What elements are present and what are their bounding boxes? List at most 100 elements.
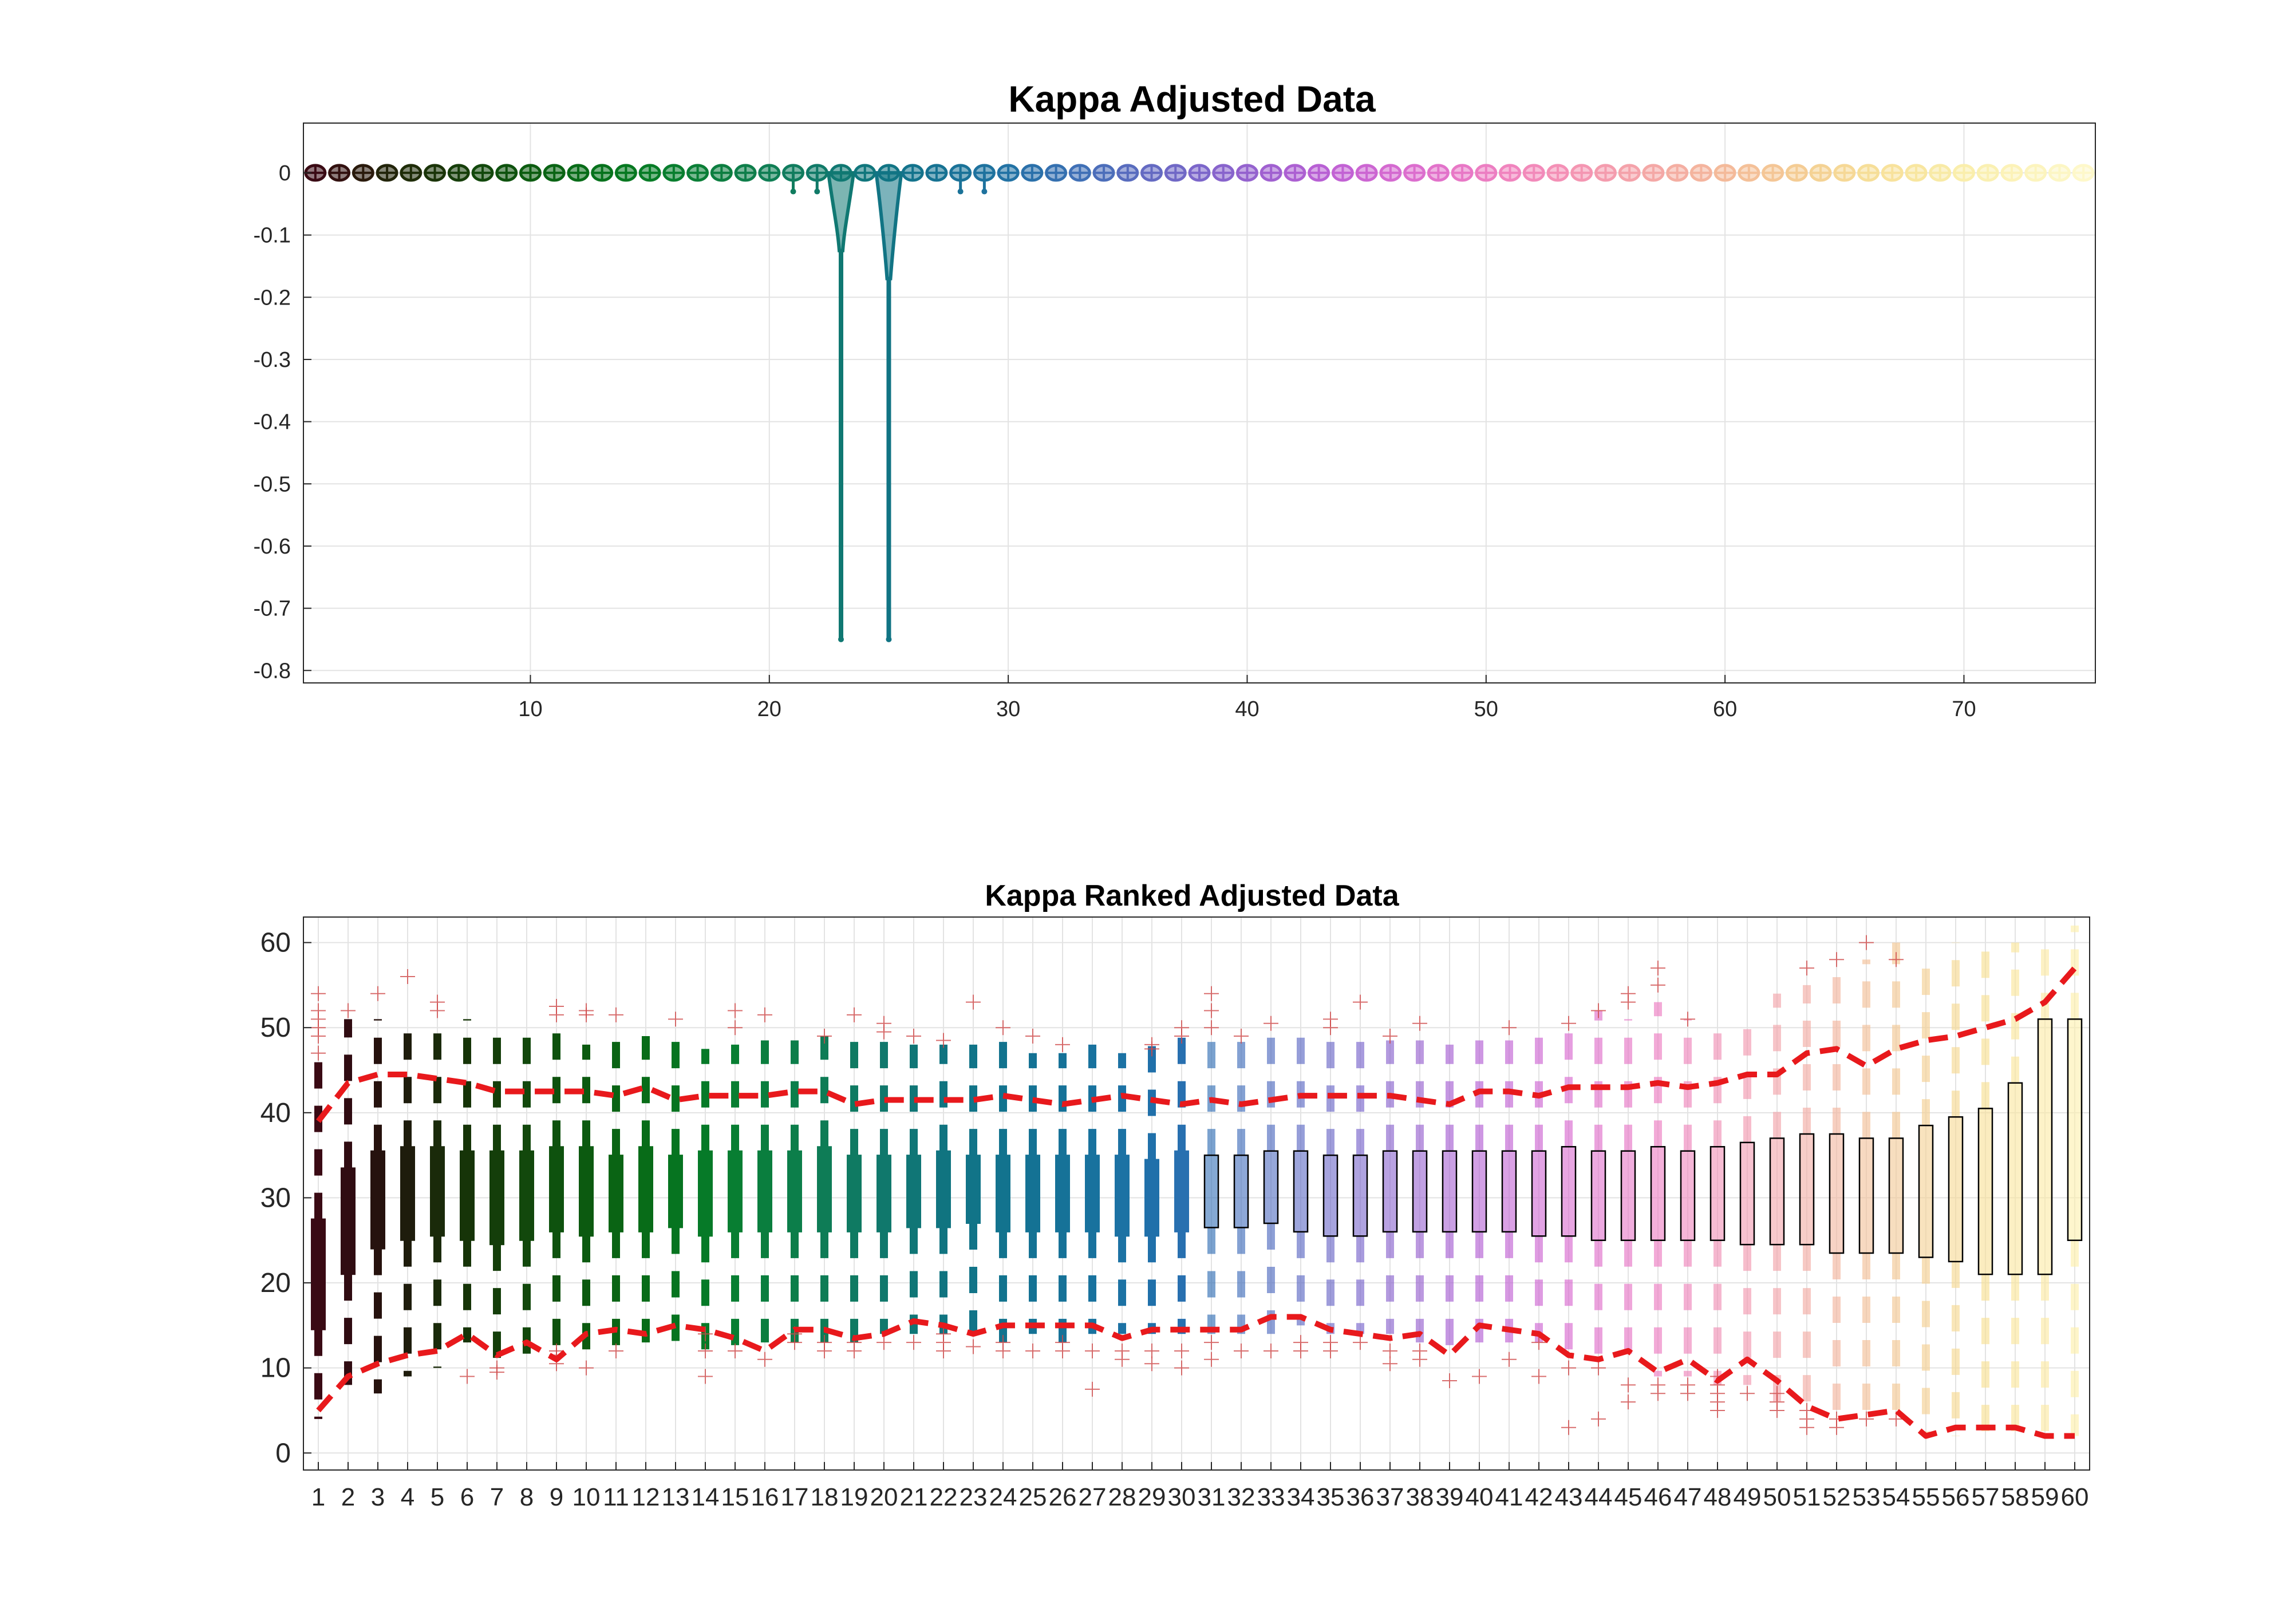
boxplot-outlier	[460, 1369, 475, 1384]
boxplot-x-tick-label: 13	[662, 1483, 690, 1511]
boxplot-outlier	[1651, 1377, 1665, 1393]
violin-series	[447, 164, 470, 182]
boxplot-outlier	[1383, 1356, 1397, 1372]
boxplot-category	[1174, 1020, 1189, 1376]
boxplot-box	[1918, 1124, 1934, 1258]
violin-series	[1976, 164, 1999, 182]
boxplot-outlier	[1144, 1343, 1159, 1358]
boxplot-box	[1709, 1146, 1726, 1241]
boxplot-category	[400, 969, 415, 1377]
violin-plot-ticks: 10 20 30 40 50 60 70 0 -0.1 -0.2 -0.3 -0.4 -0.5 -0.6 -…	[254, 161, 1976, 721]
boxplot-x-tick-label: 34	[1287, 1483, 1315, 1511]
boxplot-outlier	[1502, 1020, 1517, 1036]
boxplot-x-tick-label: 14	[692, 1483, 720, 1511]
boxplot-x-tick-label: 56	[1942, 1483, 1970, 1511]
boxplot-outlier	[1799, 961, 1814, 976]
violin-series	[1594, 164, 1617, 182]
violin-series	[710, 164, 733, 182]
boxplot-outlier	[996, 1020, 1010, 1036]
violin-series	[304, 164, 327, 182]
boxplot-box	[996, 1155, 1010, 1232]
boxplot-x-tick-label: 21	[900, 1483, 928, 1511]
boxplot-category	[549, 999, 564, 1372]
violin-series	[400, 164, 423, 182]
boxplot-outlier	[1412, 1016, 1427, 1031]
violin-series	[424, 164, 447, 182]
boxplot-box	[1799, 1133, 1815, 1246]
violin-series	[1738, 164, 1760, 182]
violin-series	[495, 164, 518, 182]
boxplot-x-tick-label: 29	[1138, 1483, 1166, 1511]
boxplot-outlier	[1561, 1420, 1576, 1435]
violin-series	[1952, 164, 1975, 182]
boxplot-category	[936, 1033, 951, 1358]
violin-series	[1618, 164, 1641, 182]
boxplot-outlier	[1591, 1411, 1606, 1427]
boxplot-y-tick-label: 60	[260, 928, 291, 958]
violin-series	[638, 164, 661, 182]
boxplot-axes: Kappa Ranked Adjusted Data 1 2 3 4 5 6 7 8 9 10 11…	[260, 879, 2090, 1511]
violin-x-tick-label: 70	[1952, 697, 1976, 721]
boxplot-box	[2067, 1018, 2083, 1241]
boxplot-category	[996, 1020, 1010, 1358]
boxplot-outlier	[1740, 1386, 1755, 1401]
boxplot-box	[1382, 1150, 1398, 1233]
boxplot-outlier	[1144, 1037, 1159, 1052]
violin-x-tick-label: 30	[996, 697, 1020, 721]
boxplot-box	[1948, 1116, 1964, 1263]
violin-series	[2048, 164, 2071, 182]
violin-series	[874, 164, 903, 642]
violin-y-tick-label: -0.4	[254, 410, 291, 434]
boxplot-x-tick-label: 42	[1525, 1483, 1553, 1511]
boxplot-outlier	[1442, 1373, 1457, 1388]
boxplot-outlier	[1621, 986, 1636, 1001]
boxplot-category	[2037, 942, 2053, 1436]
violin-series	[1809, 164, 1832, 182]
boxplot-category	[1769, 993, 1785, 1418]
boxplot-x-tick-label: 16	[751, 1483, 779, 1511]
violin-min-point	[814, 188, 820, 195]
violin-y-tick-label: -0.2	[254, 286, 291, 310]
boxplot-outlier	[1770, 1386, 1784, 1401]
boxplot-box	[1680, 1150, 1696, 1241]
boxplot-x-tick-label: 24	[989, 1483, 1017, 1511]
boxplot-box	[1769, 1137, 1785, 1246]
boxplot-x-tick-label: 32	[1227, 1483, 1255, 1511]
boxplot-category	[489, 1028, 504, 1380]
violin-series	[734, 164, 757, 182]
boxplot-outlier	[1531, 1335, 1546, 1350]
boxplot-outlier	[847, 1007, 862, 1022]
violin-series	[854, 164, 876, 182]
boxplot-outlier	[400, 969, 415, 985]
boxplot-y-tick-label: 20	[260, 1268, 291, 1298]
violin-x-tick-label: 40	[1235, 697, 1259, 721]
boxplot-percentile-lines	[316, 966, 2077, 1439]
violin-series	[1068, 164, 1091, 182]
violin-series	[2000, 164, 2023, 182]
boxplot-outlier	[1591, 1360, 1606, 1376]
boxplot-x-tick-label: 41	[1495, 1483, 1523, 1511]
boxplot-outlier	[489, 1360, 504, 1376]
violin-series	[1499, 164, 1522, 182]
boxplot-box	[430, 1146, 445, 1237]
boxplot-x-tick-label: 51	[1793, 1483, 1821, 1511]
violin-series	[1021, 164, 1044, 182]
boxplot-x-tick-label: 18	[811, 1483, 839, 1511]
boxplot-box	[341, 1167, 356, 1275]
boxplot-box	[817, 1146, 832, 1232]
boxplot-category	[1977, 942, 1993, 1436]
boxplot-outlier	[1085, 1381, 1100, 1397]
violin-series	[1403, 164, 1426, 182]
boxplot-outlier	[579, 1360, 594, 1376]
boxplot-category	[1680, 1011, 1696, 1401]
boxplot-outlier	[609, 1007, 623, 1022]
violin-series	[1212, 164, 1235, 182]
boxplot-box	[2037, 1018, 2053, 1275]
boxplot-category	[1115, 1053, 1130, 1367]
boxplot-outlier	[1383, 1029, 1397, 1044]
violin-series	[2024, 164, 2047, 182]
violin-y-tick-label: -0.1	[254, 224, 291, 248]
boxplot-category	[341, 1003, 356, 1385]
violin-series	[1045, 164, 1068, 182]
violin-series	[1355, 164, 1378, 182]
